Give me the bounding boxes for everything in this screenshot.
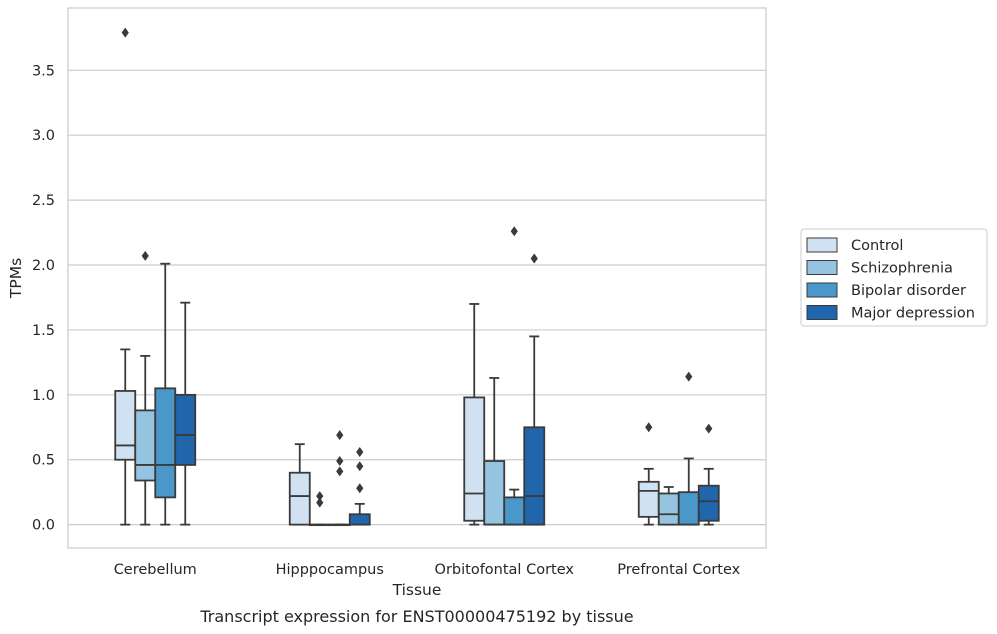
legend-item: Control [806, 237, 903, 254]
y-axis-ticks: 0.0 0.5 1.0 1.5 2.0 2.5 3.0 3.5 [32, 63, 55, 533]
plot-area [67, 7, 767, 549]
x-tick-label: Prefrontal Cortex [617, 562, 740, 578]
y-tick-label: 2.5 [32, 193, 55, 209]
y-axis-label: TPMs [7, 258, 25, 299]
y-tick-label: 0.5 [32, 453, 55, 469]
outlier-point [530, 253, 538, 264]
box-0-2 [154, 262, 177, 526]
y-tick-label: 3.5 [32, 63, 55, 79]
y-tick-label: 3.0 [32, 128, 55, 144]
outlier-point [510, 226, 518, 237]
x-tick-label: Hipppocampus [276, 562, 384, 578]
box-1-0 [288, 443, 311, 526]
outlier-point [336, 466, 344, 477]
legend-label: Control [851, 238, 903, 254]
outlier-point [336, 456, 344, 467]
box-body [657, 492, 680, 526]
legend-swatch [806, 260, 838, 275]
outlier-point [121, 27, 129, 38]
y-tick-label: 0.0 [32, 518, 55, 534]
outlier-point [336, 430, 344, 441]
outlier-point [685, 371, 693, 382]
box-body [503, 496, 526, 526]
x-axis-ticks: Cerebellum Hipppocampus Orbitofontal Corte… [114, 562, 741, 578]
box-1-3 [348, 446, 371, 526]
box-3-3 [697, 423, 720, 526]
y-tick-label: 1.5 [32, 323, 55, 339]
boxes [114, 27, 720, 527]
box-3-1 [657, 486, 680, 526]
x-tick-label: Cerebellum [114, 562, 197, 578]
legend-swatch [806, 305, 838, 320]
legend: Control Schizophrenia Bipolar disorder Majo… [800, 228, 988, 327]
box-3-2 [677, 371, 700, 526]
outlier-point [316, 497, 324, 508]
box-3-0 [637, 422, 660, 526]
box-body [483, 460, 506, 526]
box-2-1 [483, 377, 506, 526]
box-body [348, 513, 371, 526]
box-1-2 [328, 430, 351, 527]
outlier-point [356, 446, 364, 457]
outlier-point [356, 461, 364, 472]
box-body [154, 387, 177, 499]
box-body [174, 393, 197, 466]
outlier-point [141, 250, 149, 261]
legend-label: Schizophrenia [851, 261, 953, 277]
legend-label: Bipolar disorder [851, 283, 966, 299]
box-body [114, 390, 137, 461]
legend-label: Major depression [851, 306, 975, 322]
box-2-0 [463, 303, 486, 526]
box-body [288, 471, 311, 526]
box-2-2 [503, 226, 526, 526]
box-body [463, 396, 486, 522]
y-tick-label: 2.0 [32, 258, 55, 274]
legend-frame [800, 228, 988, 327]
box-body [134, 409, 157, 482]
chart-caption: Transcript expression for ENST0000047519… [199, 607, 633, 626]
box-0-0 [114, 27, 137, 526]
box-body [637, 480, 660, 518]
box-body [677, 491, 700, 526]
box-body [697, 484, 720, 522]
outlier-point [356, 483, 364, 494]
box-1-1 [308, 491, 331, 527]
box-0-1 [134, 250, 157, 526]
legend-item: Bipolar disorder [806, 282, 966, 299]
box-2-3 [523, 253, 546, 526]
legend-item: Schizophrenia [806, 260, 953, 277]
box-0-3 [174, 301, 197, 526]
outlier-point [645, 422, 653, 433]
outlier-point [705, 423, 713, 434]
x-tick-label: Orbitofontal Cortex [435, 562, 575, 578]
legend-items: Control Schizophrenia Bipolar disorder Majo… [806, 237, 975, 322]
box-body [523, 426, 546, 526]
x-axis-label: Tissue [392, 581, 442, 599]
legend-swatch [806, 237, 838, 253]
legend-swatch [806, 282, 838, 298]
legend-item: Major depression [806, 305, 975, 322]
y-tick-label: 1.0 [32, 388, 55, 404]
outlier-point [316, 491, 324, 502]
